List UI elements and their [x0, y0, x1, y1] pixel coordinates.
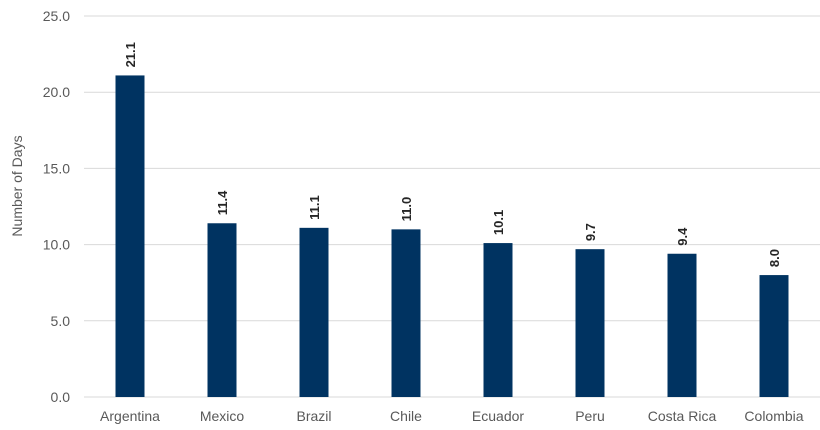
x-tick-label: Brazil: [296, 408, 331, 424]
data-label: 9.7: [583, 223, 598, 241]
bar-mexico: [207, 223, 237, 397]
data-label: 8.0: [767, 249, 782, 267]
y-tick-label: 25.0: [43, 8, 70, 24]
x-tick-label: Argentina: [100, 408, 160, 424]
y-axis-title: Number of Days: [9, 135, 25, 236]
data-label: 21.1: [123, 42, 138, 67]
x-tick-label: Mexico: [200, 408, 245, 424]
data-label: 11.4: [215, 190, 230, 215]
data-label: 10.1: [491, 210, 506, 235]
x-tick-label: Chile: [390, 408, 422, 424]
bar-colombia: [759, 275, 789, 397]
x-tick-label: Peru: [575, 408, 605, 424]
data-label: 11.0: [399, 197, 414, 222]
y-tick-label: 10.0: [43, 237, 70, 253]
data-labels: 21.1 11.4 11.1 11.0 10.1 9.7 9.4 8.0: [123, 42, 782, 267]
bar-costa-rica: [667, 253, 697, 397]
bars: [115, 75, 789, 397]
y-tick-label: 0.0: [51, 389, 71, 405]
data-label: 9.4: [675, 227, 690, 246]
y-axis-ticks: 0.0 5.0 10.0 15.0 20.0 25.0: [43, 8, 70, 405]
data-label: 11.1: [307, 195, 322, 220]
y-tick-label: 15.0: [43, 160, 70, 176]
bar-chile: [391, 229, 421, 397]
bar-brazil: [299, 227, 329, 397]
x-tick-label: Costa Rica: [648, 408, 717, 424]
bar-ecuador: [483, 243, 513, 397]
bar-peru: [575, 249, 605, 397]
x-tick-label: Ecuador: [472, 408, 524, 424]
x-axis-ticks: Argentina Mexico Brazil Chile Ecuador Peru Cos…: [100, 408, 804, 424]
gridlines: [84, 15, 820, 398]
y-tick-label: 20.0: [43, 84, 70, 100]
y-tick-label: 5.0: [51, 313, 71, 329]
x-tick-label: Colombia: [744, 408, 803, 424]
bar-argentina: [115, 75, 145, 397]
